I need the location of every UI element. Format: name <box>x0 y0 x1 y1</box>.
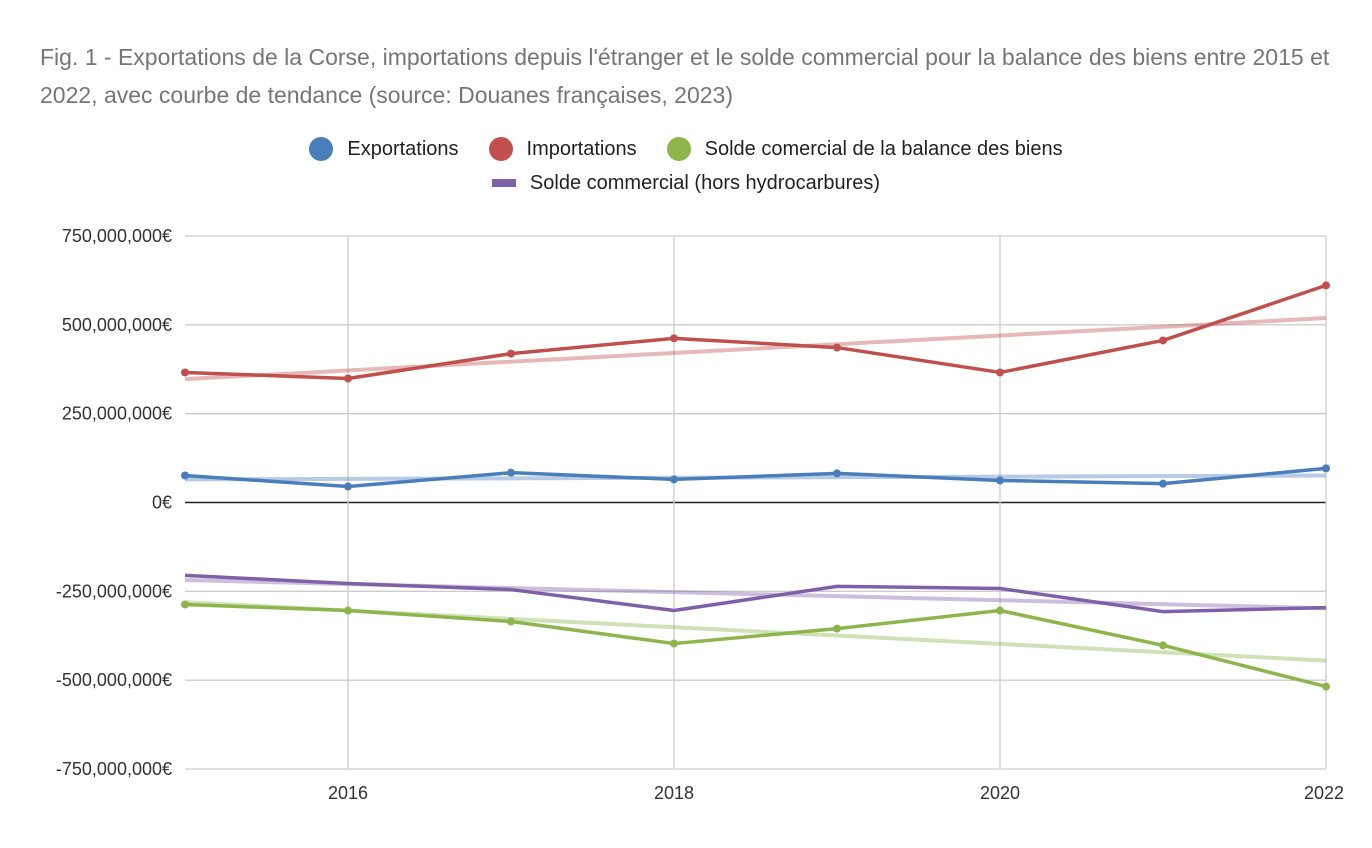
legend-item: Exportations <box>309 137 459 161</box>
data-point <box>1159 479 1167 488</box>
x-tick-label: 2018 <box>654 783 694 803</box>
x-tick-label: 2016 <box>328 783 368 803</box>
data-point <box>507 349 515 358</box>
y-tick-label: 250,000,000€ <box>62 404 172 424</box>
data-point <box>1322 682 1330 691</box>
data-point <box>670 334 678 343</box>
legend-row: Solde commercial (hors hydrocarbures) <box>0 166 1372 200</box>
data-point <box>996 606 1004 615</box>
data-point <box>181 368 189 377</box>
data-point <box>1322 464 1330 473</box>
legend-label: Exportations <box>347 137 459 160</box>
y-tick-label: -500,000,000€ <box>56 670 172 690</box>
legend-swatch <box>666 137 691 161</box>
data-point <box>833 343 841 352</box>
legend-label: Solde commercial (hors hydrocarbures) <box>529 171 881 194</box>
legend-row: Exportations Importations Solde comercial … <box>0 132 1372 166</box>
legend-label: Solde comercial de la balance des biens <box>704 137 1063 160</box>
data-point <box>996 368 1004 377</box>
data-point <box>344 606 352 615</box>
trendline <box>184 316 1327 382</box>
legend-swatch <box>309 137 334 161</box>
y-tick-label: -750,000,000€ <box>56 759 172 779</box>
legend-swatch <box>488 137 513 161</box>
series-line <box>184 573 1327 614</box>
data-point <box>507 468 515 477</box>
data-point <box>344 482 352 491</box>
data-point <box>833 624 841 633</box>
legend: Exportations Importations Solde comercial … <box>0 132 1372 200</box>
data-point <box>1322 281 1330 290</box>
data-point <box>670 475 678 484</box>
data-point <box>181 471 189 480</box>
data-point <box>670 639 678 648</box>
data-point <box>1159 641 1167 650</box>
y-tick-label: 500,000,000€ <box>62 315 172 335</box>
legend-item: Solde commercial (hors hydrocarbures) <box>491 171 881 195</box>
data-point <box>833 469 841 478</box>
y-tick-label: 0€ <box>152 493 172 513</box>
data-point <box>507 617 515 626</box>
data-point <box>1159 336 1167 345</box>
series-line <box>184 283 1327 381</box>
data-point <box>181 600 189 609</box>
legend-label: Importations <box>526 137 637 160</box>
legend-item: Importations <box>488 137 637 161</box>
x-tick-label: 2022 <box>1304 783 1344 803</box>
series-line <box>184 602 1327 689</box>
chart-title: Fig. 1 - Exportations de la Corse, impor… <box>40 44 1330 108</box>
y-tick-label: 750,000,000€ <box>62 226 172 246</box>
legend-item: Solde comercial de la balance des biens <box>666 137 1063 161</box>
series-line <box>184 466 1327 489</box>
data-point <box>996 476 1004 485</box>
legend-swatch <box>491 179 516 187</box>
x-tick-label: 2020 <box>980 783 1020 803</box>
data-point <box>344 374 352 383</box>
y-tick-label: -250,000,000€ <box>56 581 172 601</box>
